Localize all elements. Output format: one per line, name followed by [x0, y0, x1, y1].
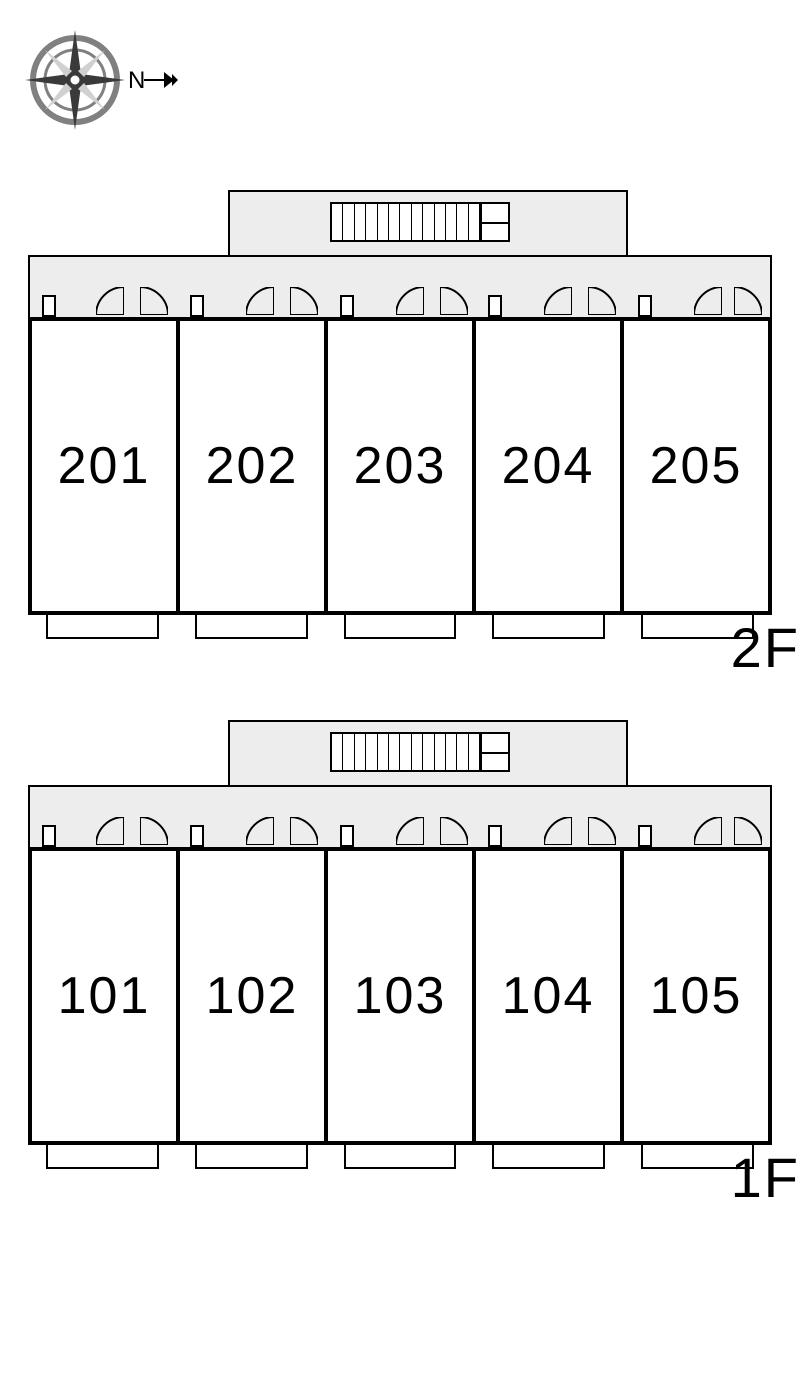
- unit-label: 103: [354, 966, 447, 1026]
- pipe-shaft-icon: [190, 295, 204, 317]
- floor-plan-2f: 201 202 203 204 205: [28, 190, 772, 639]
- door-swing-icon: [588, 817, 616, 845]
- balcony-icon: [195, 1145, 308, 1169]
- door-swing-icon: [96, 817, 124, 845]
- balcony-icon: [46, 1145, 159, 1169]
- corridor-1f: [28, 785, 772, 847]
- door-swing-icon: [544, 287, 572, 315]
- floor-plan-1f: 101 102 103 104 105: [28, 720, 772, 1169]
- unit-101: 101: [28, 851, 176, 1141]
- stair-area-2f: [228, 190, 628, 255]
- pipe-shaft-icon: [638, 825, 652, 847]
- unit-label: 205: [650, 436, 743, 496]
- compass-direction-label: N: [128, 67, 145, 94]
- unit-205: 205: [620, 321, 772, 611]
- door-swing-icon: [246, 287, 274, 315]
- unit-label: 101: [58, 966, 151, 1026]
- unit-204: 204: [472, 321, 620, 611]
- unit-label: 204: [502, 436, 595, 496]
- unit-105: 105: [620, 851, 772, 1141]
- door-swing-icon: [694, 287, 722, 315]
- door-swing-icon: [246, 817, 274, 845]
- unit-label: 203: [354, 436, 447, 496]
- balcony-row-1f: [28, 1145, 772, 1169]
- unit-102: 102: [176, 851, 324, 1141]
- unit-label: 201: [58, 436, 151, 496]
- corridor-2f: [28, 255, 772, 317]
- unit-201: 201: [28, 321, 176, 611]
- balcony-icon: [344, 615, 457, 639]
- stair-area-1f: [228, 720, 628, 785]
- units-row-1f: 101 102 103 104 105: [28, 847, 772, 1145]
- door-swing-icon: [290, 287, 318, 315]
- unit-202: 202: [176, 321, 324, 611]
- balcony-icon: [492, 615, 605, 639]
- pipe-shaft-icon: [42, 825, 56, 847]
- unit-label: 102: [206, 966, 299, 1026]
- unit-label: 105: [650, 966, 743, 1026]
- door-swing-icon: [140, 817, 168, 845]
- door-swing-icon: [440, 817, 468, 845]
- pipe-shaft-icon: [340, 825, 354, 847]
- unit-203: 203: [324, 321, 472, 611]
- unit-label: 202: [206, 436, 299, 496]
- units-row-2f: 201 202 203 204 205: [28, 317, 772, 615]
- door-swing-icon: [588, 287, 616, 315]
- balcony-row-2f: [28, 615, 772, 639]
- unit-104: 104: [472, 851, 620, 1141]
- floor-label-2f: 2F: [731, 615, 800, 680]
- door-swing-icon: [290, 817, 318, 845]
- floor-label-1f: 1F: [731, 1145, 800, 1210]
- door-swing-icon: [396, 287, 424, 315]
- pipe-shaft-icon: [42, 295, 56, 317]
- staircase-icon: [330, 732, 510, 772]
- pipe-shaft-icon: [488, 825, 502, 847]
- door-swing-icon: [734, 817, 762, 845]
- unit-label: 104: [502, 966, 595, 1026]
- unit-103: 103: [324, 851, 472, 1141]
- door-swing-icon: [140, 287, 168, 315]
- door-swing-icon: [96, 287, 124, 315]
- balcony-icon: [492, 1145, 605, 1169]
- door-swing-icon: [544, 817, 572, 845]
- pipe-shaft-icon: [488, 295, 502, 317]
- pipe-shaft-icon: [190, 825, 204, 847]
- door-swing-icon: [440, 287, 468, 315]
- door-swing-icon: [694, 817, 722, 845]
- compass-rose: N: [20, 20, 190, 145]
- pipe-shaft-icon: [638, 295, 652, 317]
- balcony-icon: [195, 615, 308, 639]
- staircase-icon: [330, 202, 510, 242]
- door-swing-icon: [396, 817, 424, 845]
- door-swing-icon: [734, 287, 762, 315]
- balcony-icon: [344, 1145, 457, 1169]
- balcony-icon: [46, 615, 159, 639]
- pipe-shaft-icon: [340, 295, 354, 317]
